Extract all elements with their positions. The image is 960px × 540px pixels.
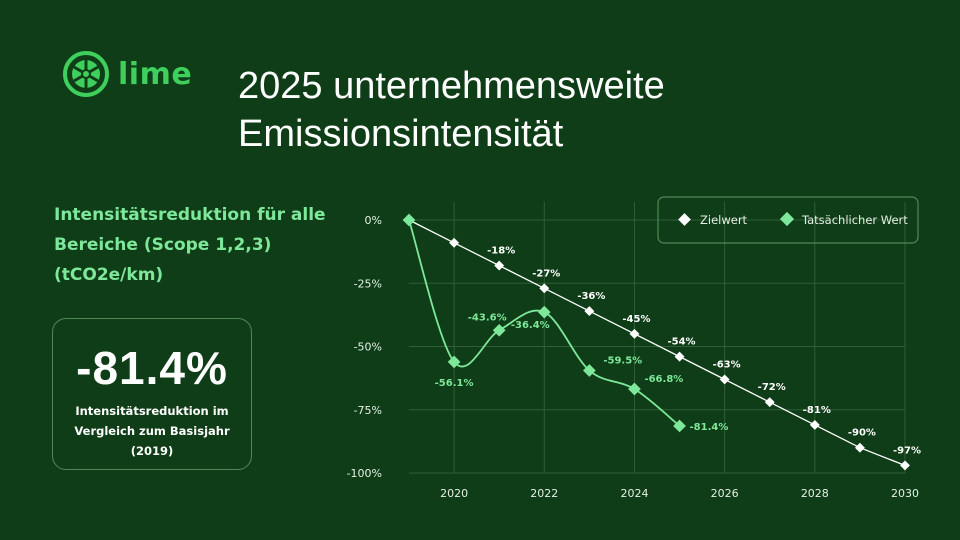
- data-label-zielwert: -63%: [713, 359, 741, 370]
- y-tick-label: -25%: [354, 277, 382, 290]
- x-tick-label: 2028: [801, 487, 829, 500]
- data-label-zielwert: -45%: [622, 314, 650, 325]
- point-zielwert: [494, 260, 505, 271]
- point-tatsaechlicher-wert: [628, 382, 641, 396]
- legend-label-tatsaechlicher-wert: Tatsächlicher Wert: [801, 213, 908, 227]
- legend-marker-zielwert: [678, 213, 691, 226]
- point-zielwert: [539, 283, 550, 294]
- data-label-tatsaechlicher-wert: -59.5%: [603, 356, 642, 367]
- data-label-tatsaechlicher-wert: -56.1%: [435, 378, 474, 389]
- data-label-zielwert: -72%: [758, 382, 786, 393]
- line-zielwert: [408, 219, 906, 467]
- legend-box: [657, 196, 919, 244]
- x-tick-label: 2024: [620, 487, 648, 500]
- data-label-zielwert: -18%: [487, 246, 515, 257]
- point-zielwert: [764, 397, 775, 408]
- x-axis-ticks: 2020 2022 2024 2026 2028 2030: [440, 487, 919, 500]
- series-zielwert: -18% -27% -36% -45% -54% -63% -72% -81% -90% -97%: [404, 215, 921, 471]
- point-zielwert: [584, 306, 595, 317]
- data-label-zielwert: -27%: [532, 268, 560, 279]
- x-tick-label: 2022: [530, 487, 558, 500]
- data-label-zielwert: -81%: [803, 405, 831, 416]
- y-axis-ticks: 0% -25% -50% -75% -100%: [347, 214, 382, 480]
- kpi-value: -81.4%: [76, 342, 228, 394]
- data-label-tatsaechlicher-wert: -36.4%: [511, 320, 550, 331]
- wheel-icon: [63, 51, 109, 97]
- data-label-zielwert: -36%: [577, 291, 605, 302]
- series-tatsaechlicher-wert: -56.1% -43.6% -36.4% -59.5%-66.8% -81.4%: [402, 213, 729, 433]
- point-zielwert: [854, 442, 865, 453]
- chart-grid: [409, 202, 906, 474]
- point-zielwert: [674, 351, 685, 362]
- data-label-tatsaechlicher-wert: -43.6%: [468, 312, 507, 323]
- point-tatsaechlicher-wert: [537, 305, 551, 319]
- point-zielwert: [900, 460, 910, 471]
- brand-logo: lime: [62, 50, 192, 98]
- brand-name: lime: [118, 56, 193, 92]
- legend-label-zielwert: Zielwert: [700, 213, 748, 227]
- x-tick-label: 2030: [891, 487, 919, 500]
- kpi-caption: Intensitätsreduktion im Vergleich zum Ba…: [74, 404, 230, 458]
- y-tick-label: -75%: [354, 404, 382, 417]
- point-tatsaechlicher-wert: [447, 355, 461, 369]
- point-zielwert: [449, 237, 460, 248]
- chart-subtitle: Intensitätsreduktion für alle Bereiche (…: [54, 205, 326, 285]
- data-label-zielwert: -54%: [667, 337, 695, 348]
- data-label-tatsaechlicher-wert: -66.8%: [644, 374, 683, 385]
- legend-marker-tatsaechlicher-wert: [779, 211, 795, 227]
- point-zielwert: [809, 419, 820, 430]
- chart-legend: Zielwert Tatsächlicher Wert: [657, 196, 919, 244]
- kpi-card: -81.4% Intensitätsreduktion im Vergleich…: [52, 318, 252, 470]
- y-tick-label: -100%: [347, 467, 382, 480]
- data-label-zielwert: -97%: [893, 445, 921, 456]
- data-label-zielwert: -90%: [848, 428, 876, 439]
- point-zielwert: [719, 374, 730, 385]
- data-label-tatsaechlicher-wert: -81.4%: [690, 422, 729, 433]
- x-tick-label: 2020: [440, 487, 468, 500]
- y-tick-label: -50%: [354, 341, 382, 354]
- point-tatsaechlicher-wert: [402, 213, 416, 227]
- page-title: 2025 unternehmensweite Emissionsintensit…: [238, 65, 665, 155]
- y-tick-label: 0%: [365, 214, 382, 227]
- x-tick-label: 2026: [711, 487, 739, 500]
- point-tatsaechlicher-wert: [492, 323, 506, 337]
- point-zielwert: [629, 328, 640, 339]
